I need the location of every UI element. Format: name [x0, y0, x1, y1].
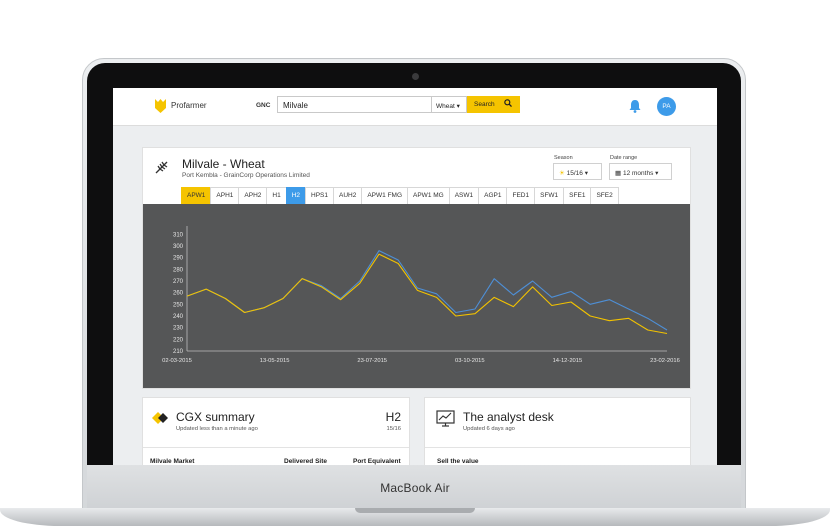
y-tick-label: 310 [173, 232, 184, 238]
season-dropdown[interactable]: ☀ 15/16 ▾ [553, 163, 602, 180]
bell-icon[interactable] [629, 99, 641, 118]
tab-auh2[interactable]: AUH2 [333, 187, 363, 205]
y-tick-label: 220 [173, 337, 184, 343]
col-milvale-market: Milvale Market [150, 458, 195, 465]
y-tick-label: 300 [173, 244, 184, 250]
page-title: Milvale - Wheat [182, 157, 265, 171]
y-tick-label: 250 [173, 302, 184, 308]
series-line-1 [186, 250, 668, 331]
x-tick-label: 23-07-2015 [357, 358, 387, 364]
top-navbar: Profarmer GNC Milvale Wheat ▾ Search PA [113, 88, 717, 126]
brand-name[interactable]: Profarmer [171, 101, 207, 110]
tab-apw1-mg[interactable]: APW1 MG [407, 187, 450, 205]
chevron-down-icon: ▾ [584, 170, 588, 177]
search-icon [504, 99, 512, 110]
y-tick-label: 270 [173, 279, 184, 285]
y-tick-label: 280 [173, 267, 184, 273]
series-line-0 [186, 253, 668, 335]
laptop-chin [87, 465, 741, 508]
sun-icon: ☀ [559, 170, 565, 177]
search-input[interactable]: Milvale [277, 96, 432, 113]
col-port-equivalent: Port Equivalent [353, 458, 401, 465]
device-brand: MacBook Air [380, 481, 450, 495]
cgx-season: 15/16 [386, 426, 401, 432]
cgx-grade: H2 [385, 410, 401, 424]
x-tick-label: 23-02-2016 [650, 358, 680, 364]
y-tick-label: 290 [173, 256, 184, 262]
x-tick-label: 14-12-2015 [553, 358, 583, 364]
season-value: 15/16 [566, 170, 583, 177]
date-range-dropdown[interactable]: ▦ 12 months ▾ [609, 163, 672, 180]
chart-screen-icon [436, 410, 455, 432]
gnc-label: GNC [256, 102, 271, 109]
price-chart-svg: 210 220 230 240 250 260 270 280 290 300 310 02-03-2… [162, 226, 680, 364]
tab-sfw1[interactable]: SFW1 [534, 187, 565, 205]
tab-fed1[interactable]: FED1 [506, 187, 536, 205]
col-delivered-site: Delivered Site [284, 458, 327, 465]
tab-apw1-fmg[interactable]: APW1 FMG [361, 187, 409, 205]
date-range-value: 12 months [622, 170, 654, 177]
app-screen: Profarmer GNC Milvale Wheat ▾ Search PA … [113, 88, 717, 468]
wheat-icon [155, 160, 169, 179]
profarmer-logo-icon[interactable] [155, 99, 166, 118]
y-tick-label: 260 [173, 291, 184, 297]
y-tick-label: 210 [173, 349, 184, 355]
y-tick-label: 240 [173, 314, 184, 320]
search-button-label: Search [474, 101, 495, 108]
crop-select-value: Wheat [436, 103, 455, 110]
tab-hps1[interactable]: HPS1 [305, 187, 334, 205]
tab-aph1[interactable]: APH1 [210, 187, 240, 205]
calendar-icon: ▦ [615, 170, 622, 177]
tab-agp1[interactable]: AGP1 [478, 187, 508, 205]
analyst-desk-card: The analyst desk Updated 6 days ago Sell… [424, 397, 691, 468]
tab-sfe1[interactable]: SFE1 [563, 187, 592, 205]
tab-apw1[interactable]: APW1 [181, 187, 212, 205]
desk-updated: Updated 6 days ago [463, 426, 515, 432]
grade-tabs: APW1 APH1 APH2 H1 H2 HPS1 AUH2 APW1 FMG APW1 MG A… [181, 187, 619, 205]
price-chart-card: Milvale - Wheat Port Kembla - GrainCorp … [142, 147, 691, 389]
price-chart: 210 220 230 240 250 260 270 280 290 300 310 02-03-2… [143, 204, 690, 388]
crop-select[interactable]: Wheat ▾ [432, 96, 467, 113]
divider [143, 447, 409, 448]
tab-aph2[interactable]: APH2 [238, 187, 268, 205]
page-subtitle: Port Kembla - GrainCorp Operations Limit… [182, 172, 310, 179]
chevron-down-icon: ▾ [655, 170, 659, 177]
cgx-updated: Updated less than a minute ago [176, 426, 258, 432]
x-tick-label: 03-10-2015 [455, 358, 485, 364]
x-tick-label: 13-05-2015 [260, 358, 290, 364]
tab-sfe2[interactable]: SFE2 [590, 187, 619, 205]
date-range-label: Date range [610, 155, 638, 161]
cgx-title: CGX summary [176, 410, 255, 424]
cgx-summary-card: CGX summary Updated less than a minute a… [142, 397, 410, 468]
tab-h1[interactable]: H1 [266, 187, 287, 205]
divider [425, 447, 690, 448]
laptop-notch [355, 508, 475, 513]
camera-icon [412, 73, 419, 80]
season-label: Season [554, 155, 573, 161]
chevron-down-icon: ▾ [456, 103, 460, 110]
tab-asw1[interactable]: ASW1 [448, 187, 480, 205]
avatar[interactable]: PA [657, 97, 676, 116]
tab-h2[interactable]: H2 [285, 187, 307, 205]
cgx-logo-icon [152, 411, 168, 429]
search-button[interactable]: Search [467, 96, 520, 113]
x-tick-label: 02-03-2015 [162, 358, 192, 364]
desk-section-title[interactable]: Sell the value [437, 458, 479, 465]
desk-title: The analyst desk [463, 410, 554, 424]
laptop-base [0, 508, 830, 526]
y-tick-label: 230 [173, 326, 184, 332]
